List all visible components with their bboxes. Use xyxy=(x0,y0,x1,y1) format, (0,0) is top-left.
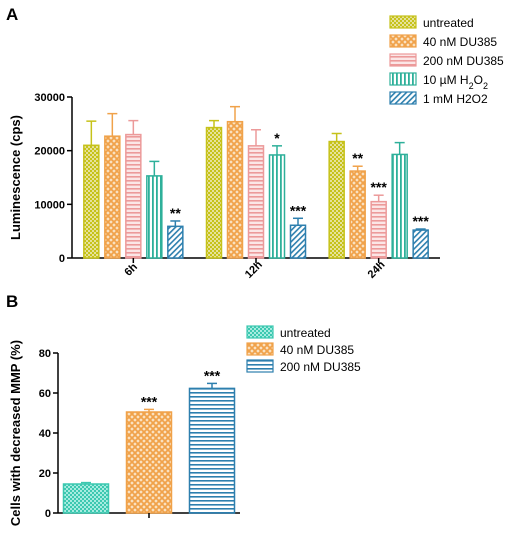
x-tick-label: 12h xyxy=(243,259,265,281)
y-tick-label: 60 xyxy=(39,388,51,400)
bar xyxy=(247,145,265,259)
significance-label: ** xyxy=(352,150,363,166)
bar xyxy=(205,126,223,259)
y-axis-title: Cells with decreased MMP (%) xyxy=(8,340,23,526)
y-tick-label: 40 xyxy=(39,428,51,440)
bar xyxy=(125,133,142,259)
legend-swatch xyxy=(389,72,417,86)
legend-label: 10 µM H2O2 xyxy=(423,73,488,91)
panel-letter: A xyxy=(6,5,18,24)
panel-b: B 0 20 40 60 80 Cells with decreased MMP (%) **… xyxy=(6,292,361,526)
legend-swatch xyxy=(246,325,274,339)
x-tick-label: 24h xyxy=(366,259,388,281)
legend-label: 1 mM H2O2 xyxy=(423,92,488,106)
y-tick-label: 0 xyxy=(59,253,65,265)
bar xyxy=(289,224,307,259)
bar xyxy=(412,229,429,259)
bar xyxy=(328,140,345,259)
legend-label: 200 nM DU385 xyxy=(280,360,361,374)
legend-label: 40 nM DU385 xyxy=(280,343,354,357)
bar xyxy=(349,170,366,259)
bar xyxy=(370,200,387,259)
legend-swatch xyxy=(389,53,417,67)
legend-swatch xyxy=(246,342,274,356)
bar xyxy=(62,483,110,514)
y-tick-label: 20 xyxy=(39,468,51,480)
legend-swatch xyxy=(246,359,274,373)
legend-swatch xyxy=(389,34,417,48)
x-tick-label: 6h xyxy=(122,261,140,279)
legend-swatch xyxy=(389,15,417,29)
y-tick-label: 10000 xyxy=(34,199,65,211)
legend-swatch xyxy=(389,91,417,105)
bar xyxy=(391,153,408,259)
y-tick-label: 20000 xyxy=(34,146,65,158)
significance-label: *** xyxy=(141,393,158,409)
panel-letter: B xyxy=(6,292,18,311)
significance-label: *** xyxy=(290,202,307,218)
legend-label: 40 nM DU385 xyxy=(423,35,497,49)
significance-label: * xyxy=(274,130,280,146)
bar xyxy=(146,175,163,259)
bar xyxy=(268,154,286,259)
y-axis-title: Luminescence (cps) xyxy=(8,115,23,240)
y-tick-label: 30000 xyxy=(34,92,65,104)
panel-a: A 0 10000 20000 30000 Luminescence (cps) ** 6h *… xyxy=(6,5,504,281)
bar xyxy=(125,411,173,514)
bar xyxy=(83,144,100,259)
legend-label: untreated xyxy=(423,16,474,30)
significance-label: *** xyxy=(412,213,429,229)
significance-label: *** xyxy=(204,367,221,383)
bar xyxy=(226,120,244,259)
legend-label: 200 nM DU385 xyxy=(423,54,504,68)
bar xyxy=(188,387,236,514)
y-tick-label: 80 xyxy=(39,348,51,360)
y-tick-label: 0 xyxy=(45,508,51,520)
significance-label: ** xyxy=(170,205,181,221)
legend-label: untreated xyxy=(280,326,331,340)
bar xyxy=(167,225,184,259)
bar xyxy=(104,135,121,259)
significance-label: *** xyxy=(370,179,387,195)
